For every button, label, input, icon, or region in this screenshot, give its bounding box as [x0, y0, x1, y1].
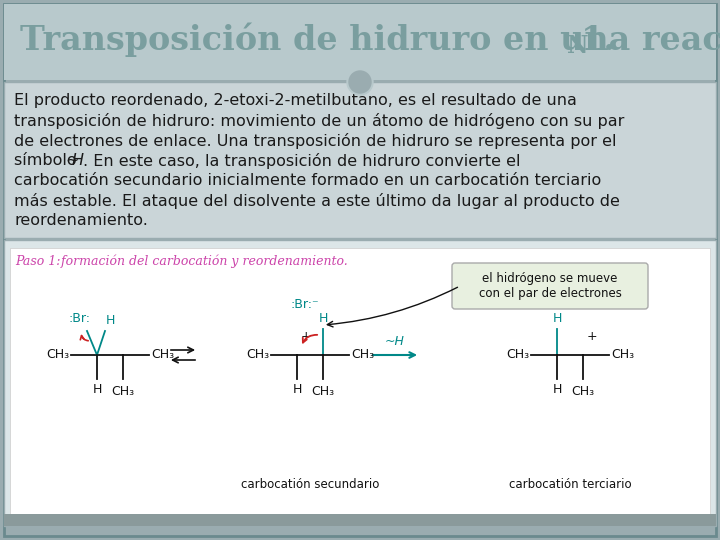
- Text: más estable. El ataque del disolvente a este último da lugar al producto de: más estable. El ataque del disolvente a …: [14, 193, 620, 209]
- FancyBboxPatch shape: [4, 82, 716, 238]
- Text: ~: ~: [65, 153, 78, 168]
- Text: CH₃: CH₃: [506, 348, 529, 361]
- Text: de electrones de enlace. Una transposición de hidruro se representa por el: de electrones de enlace. Una transposici…: [14, 133, 616, 149]
- Text: El producto reordenado, 2-etoxi-2-metilbutano, es el resultado de una: El producto reordenado, 2-etoxi-2-metilb…: [14, 93, 577, 108]
- Text: CH₃: CH₃: [611, 348, 634, 361]
- Text: :Br:⁻: :Br:⁻: [291, 298, 319, 311]
- Text: CH₃: CH₃: [112, 385, 135, 398]
- Text: CH₃: CH₃: [151, 348, 174, 361]
- FancyBboxPatch shape: [4, 240, 716, 526]
- Text: carbocatión secundario inicialmente formado en un carbocatión terciario: carbocatión secundario inicialmente form…: [14, 173, 601, 188]
- FancyBboxPatch shape: [10, 248, 710, 522]
- Text: N: N: [567, 34, 589, 58]
- Text: símbolo: símbolo: [14, 153, 82, 168]
- Text: . En este caso, la transposición de hidruro convierte el: . En este caso, la transposición de hidr…: [83, 153, 521, 169]
- Text: ~H: ~H: [385, 335, 405, 348]
- FancyBboxPatch shape: [4, 514, 716, 526]
- Text: CH₃: CH₃: [246, 348, 269, 361]
- Text: +: +: [587, 330, 598, 343]
- FancyBboxPatch shape: [4, 4, 716, 536]
- Text: carbocatión secundario: carbocatión secundario: [240, 478, 379, 491]
- Text: H: H: [72, 153, 84, 168]
- Circle shape: [347, 69, 373, 95]
- Text: H: H: [552, 312, 562, 325]
- FancyBboxPatch shape: [4, 4, 716, 80]
- Text: el hidrógeno se mueve
con el par de electrones: el hidrógeno se mueve con el par de elec…: [479, 272, 621, 300]
- Text: formación del carbocatión y reordenamiento.: formación del carbocatión y reordenamien…: [57, 255, 348, 268]
- Text: H: H: [92, 383, 102, 396]
- Text: transposición de hidruro: movimiento de un átomo de hidrógeno con su par: transposición de hidruro: movimiento de …: [14, 113, 624, 129]
- Text: CH₃: CH₃: [351, 348, 374, 361]
- Circle shape: [349, 71, 371, 93]
- Text: 1.: 1.: [581, 24, 616, 57]
- Text: H: H: [292, 383, 302, 396]
- Text: CH₃: CH₃: [572, 385, 595, 398]
- Text: H: H: [105, 314, 114, 327]
- FancyBboxPatch shape: [452, 263, 648, 309]
- Text: +: +: [301, 330, 312, 343]
- Text: H: H: [552, 383, 562, 396]
- Text: Transposición de hidruro en una reacción S: Transposición de hidruro en una reacción…: [20, 23, 720, 57]
- FancyArrowPatch shape: [303, 335, 318, 342]
- Text: carbocatión terciario: carbocatión terciario: [509, 478, 631, 491]
- Text: CH₃: CH₃: [312, 385, 335, 398]
- FancyArrowPatch shape: [81, 335, 89, 341]
- Text: reordenamiento.: reordenamiento.: [14, 213, 148, 228]
- Text: Paso 1:: Paso 1:: [15, 255, 60, 268]
- Text: H: H: [318, 312, 328, 325]
- Text: CH₃: CH₃: [46, 348, 69, 361]
- Text: :Br:: :Br:: [68, 312, 90, 325]
